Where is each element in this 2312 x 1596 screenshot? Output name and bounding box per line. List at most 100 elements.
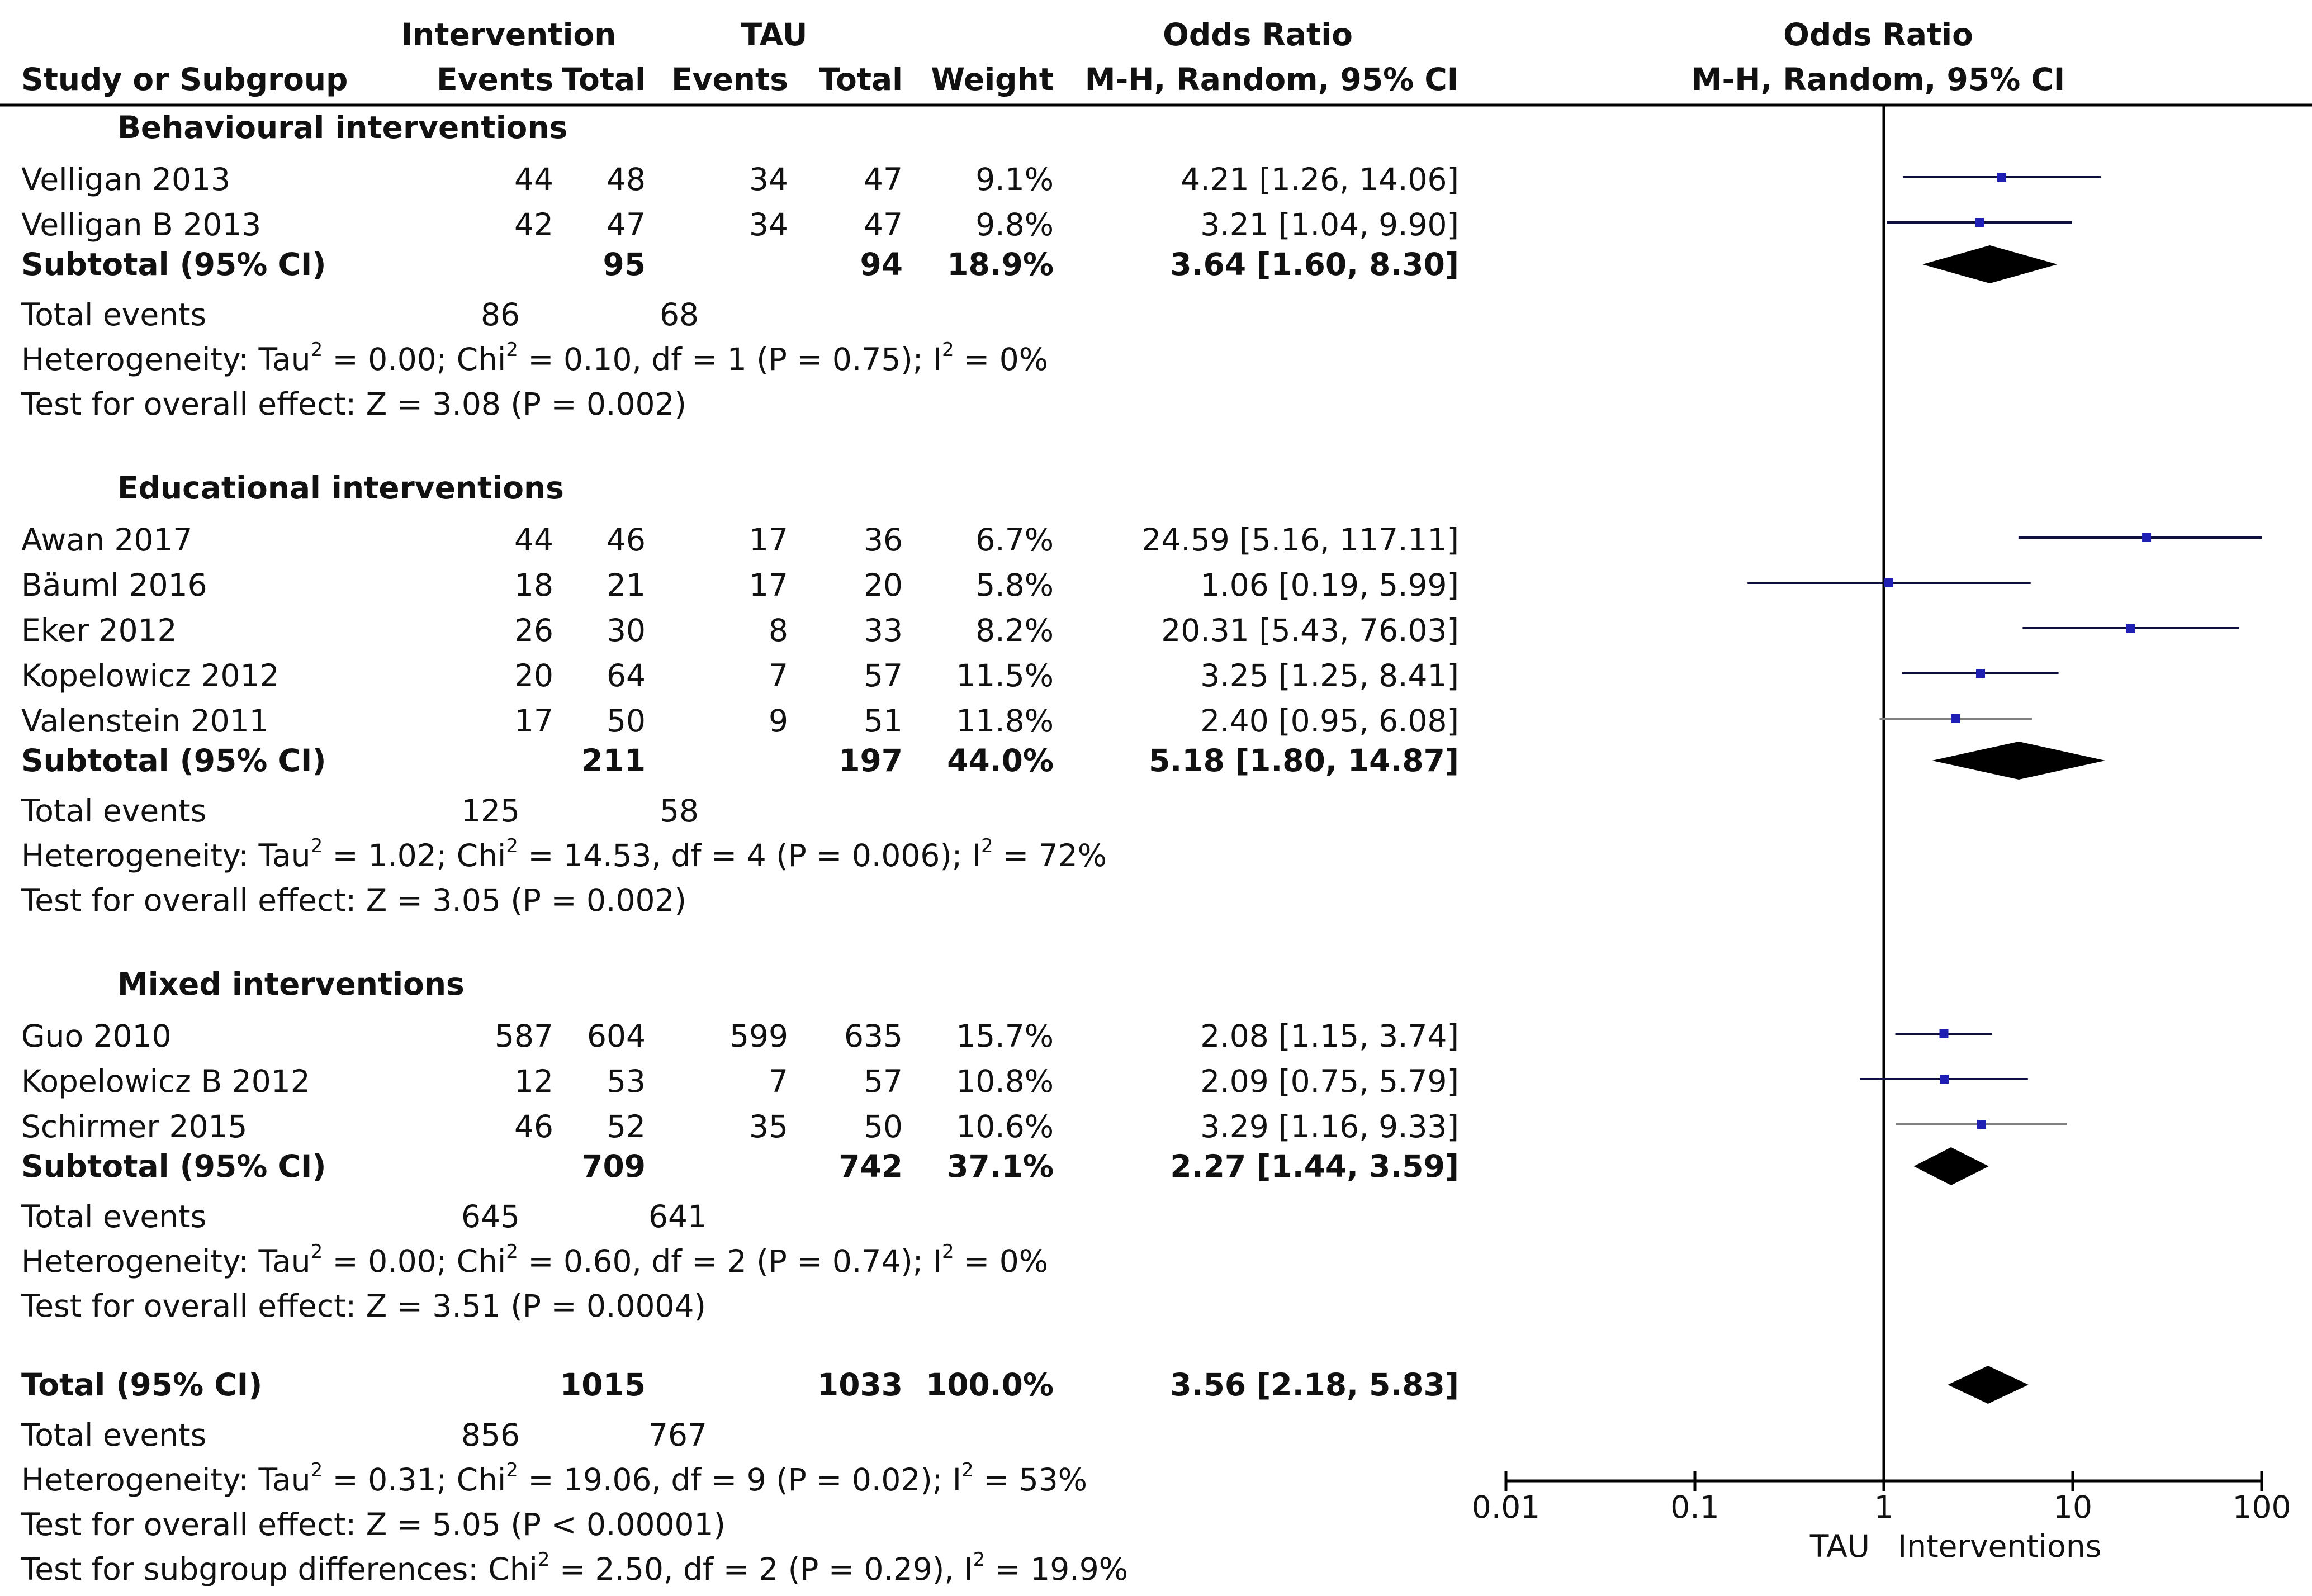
events-tau: 17 <box>749 522 788 558</box>
total-events-label: Total events <box>21 1199 207 1234</box>
subtotal-diamond <box>1922 245 2058 283</box>
superscript-2: 2 <box>961 1459 974 1481</box>
tick-label: 1 <box>1874 1489 1894 1525</box>
heterogeneity-stats-part: Heterogeneity: Tau <box>21 838 311 873</box>
study-weight: 10.8% <box>956 1063 1054 1099</box>
heterogeneity-stats-part: = 19.06, df = 9 (P = 0.02); I <box>518 1462 962 1498</box>
subtotal-total-intervention: 95 <box>603 246 646 282</box>
total-intervention: 53 <box>607 1063 646 1099</box>
events-tau: 35 <box>749 1109 788 1144</box>
total-tau: 1033 <box>817 1367 903 1403</box>
subtotal-total-tau: 197 <box>838 743 903 778</box>
study-name: Kopelowicz 2012 <box>21 658 279 694</box>
study-estimate <box>1879 714 2032 723</box>
subtotal-total-tau: 94 <box>860 246 903 282</box>
subtotal-diamond <box>1913 1147 1989 1185</box>
odds-ratio-ci: 2.09 [0.75, 5.79] <box>1200 1063 1459 1099</box>
total-events-tau: 641 <box>648 1199 707 1234</box>
point-estimate-square <box>1939 1029 1949 1038</box>
events-intervention: 18 <box>514 567 553 603</box>
events-tau: 8 <box>769 612 788 648</box>
study-weight: 6.7% <box>975 522 1054 558</box>
subtotal-ci: 5.18 [1.80, 14.87] <box>1149 743 1459 778</box>
odds-ratio-ci: 4.21 [1.26, 14.06] <box>1181 162 1459 197</box>
heterogeneity-stats-part: Heterogeneity: Tau <box>21 341 311 377</box>
plot-marks <box>1747 173 2262 1404</box>
odds-ratio-ci: 2.08 [1.15, 3.74] <box>1200 1018 1459 1054</box>
total1-column-header: Total <box>561 61 646 97</box>
total-events-intervention: 86 <box>481 297 520 332</box>
heterogeneity-stats-part: = 0% <box>954 1243 1048 1279</box>
total-tau: 20 <box>864 567 903 603</box>
total-events-label: Total events <box>21 1417 207 1453</box>
study-estimate <box>1896 1120 2067 1129</box>
total-intervention: 48 <box>607 162 646 197</box>
superscript-2: 2 <box>537 1548 550 1571</box>
heterogeneity-stats-part: = 0.10, df = 1 (P = 0.75); I​ <box>518 341 942 377</box>
superscript-2: 2 <box>506 338 518 361</box>
events-tau: 34 <box>749 162 788 197</box>
heterogeneity-stats: Heterogeneity: Tau2 = 1.02; Chi2 = 14.53… <box>21 837 1107 873</box>
subtotal-diamond <box>1932 742 2106 780</box>
study-weight: 10.6% <box>956 1109 1054 1144</box>
favours-left-label: TAU <box>1809 1528 1870 1564</box>
odds-ratio-ci: 2.40 [0.95, 6.08] <box>1200 703 1459 739</box>
total-intervention: 21 <box>607 567 646 603</box>
events-intervention: 44 <box>514 162 553 197</box>
total-events-label: Total events <box>21 793 207 829</box>
odds-ratio-header: Odds Ratio <box>1163 17 1353 53</box>
total-intervention: 30 <box>607 612 646 648</box>
events-intervention: 587 <box>495 1018 553 1054</box>
heterogeneity-stats: Heterogeneity: Tau2 = 0.00; Chi2 = 0.60,… <box>21 1240 1048 1279</box>
plot-method: M-H, Random, 95% CI <box>1691 61 2065 97</box>
heterogeneity-stats-part: = 0.60, df = 2 (P = 0.74); I​ <box>518 1243 942 1279</box>
subtotal-ci: 3.64 [1.60, 8.30] <box>1170 246 1459 282</box>
weight-column-header: Weight <box>931 61 1054 97</box>
heterogeneity-stats-part: = 0.31; Chi <box>323 1462 506 1498</box>
study-name: Bäuml 2016 <box>21 567 207 603</box>
study-weight: 5.8% <box>975 567 1054 603</box>
events-intervention: 44 <box>514 522 553 558</box>
total-intervention: 52 <box>607 1109 646 1144</box>
total2-column-header: Total <box>818 61 903 97</box>
events-tau: 34 <box>749 207 788 243</box>
total-label: Total (95% CI) <box>21 1367 263 1403</box>
tick-label: 0.01 <box>1472 1489 1540 1525</box>
events2-column-header: Events <box>671 61 788 97</box>
heterogeneity-stats-part: = 72% <box>993 838 1107 873</box>
heterogeneity-stats-part: = 0.00; Chi <box>323 341 506 377</box>
study-weight: 11.8% <box>956 703 1054 739</box>
heterogeneity-stats-part: = 53% <box>973 1462 1087 1498</box>
study-estimate <box>1887 218 2072 227</box>
study-estimate <box>1860 1075 2028 1084</box>
events-tau: 7 <box>769 658 788 694</box>
favours-right-label: Interventions <box>1898 1528 2101 1564</box>
point-estimate-square <box>2142 533 2152 542</box>
total-intervention: 1015 <box>560 1367 646 1403</box>
study-estimate <box>1902 669 2059 678</box>
overall-effect-test: Test for overall effect: Z = 3.08 (P = 0… <box>21 386 686 422</box>
total-intervention: 47 <box>607 207 646 243</box>
events-tau: 7 <box>769 1063 788 1099</box>
total-tau: 47 <box>864 162 903 197</box>
superscript-2: 2 <box>506 1240 518 1263</box>
study-estimate <box>1747 578 2031 587</box>
study-name: Valenstein 2011 <box>21 703 269 739</box>
events-intervention: 12 <box>514 1063 553 1099</box>
overall-effect-test: Test for overall effect: Z = 3.51 (P = 0… <box>21 1288 706 1324</box>
subtotal-weight: 44.0% <box>947 743 1054 778</box>
odds-ratio-ci: 1.06 [0.19, 5.99] <box>1200 567 1459 603</box>
subgroup-differences-test: Test for subgroup differences: Chi2 = 2.… <box>21 1548 1128 1587</box>
subtotal-weight: 18.9% <box>947 246 1054 282</box>
study-name: Eker 2012 <box>21 612 177 648</box>
total-events-intervention: 856 <box>461 1417 520 1453</box>
study-estimate <box>1902 173 2101 182</box>
events-intervention: 17 <box>514 703 553 739</box>
total-weight: 100.0% <box>925 1367 1054 1403</box>
subgroup-differences-test-part: = 19.9% <box>985 1551 1128 1587</box>
total-events-tau: 68 <box>660 297 699 332</box>
superscript-2: 2 <box>942 338 954 361</box>
superscript-2: 2 <box>973 1548 986 1571</box>
